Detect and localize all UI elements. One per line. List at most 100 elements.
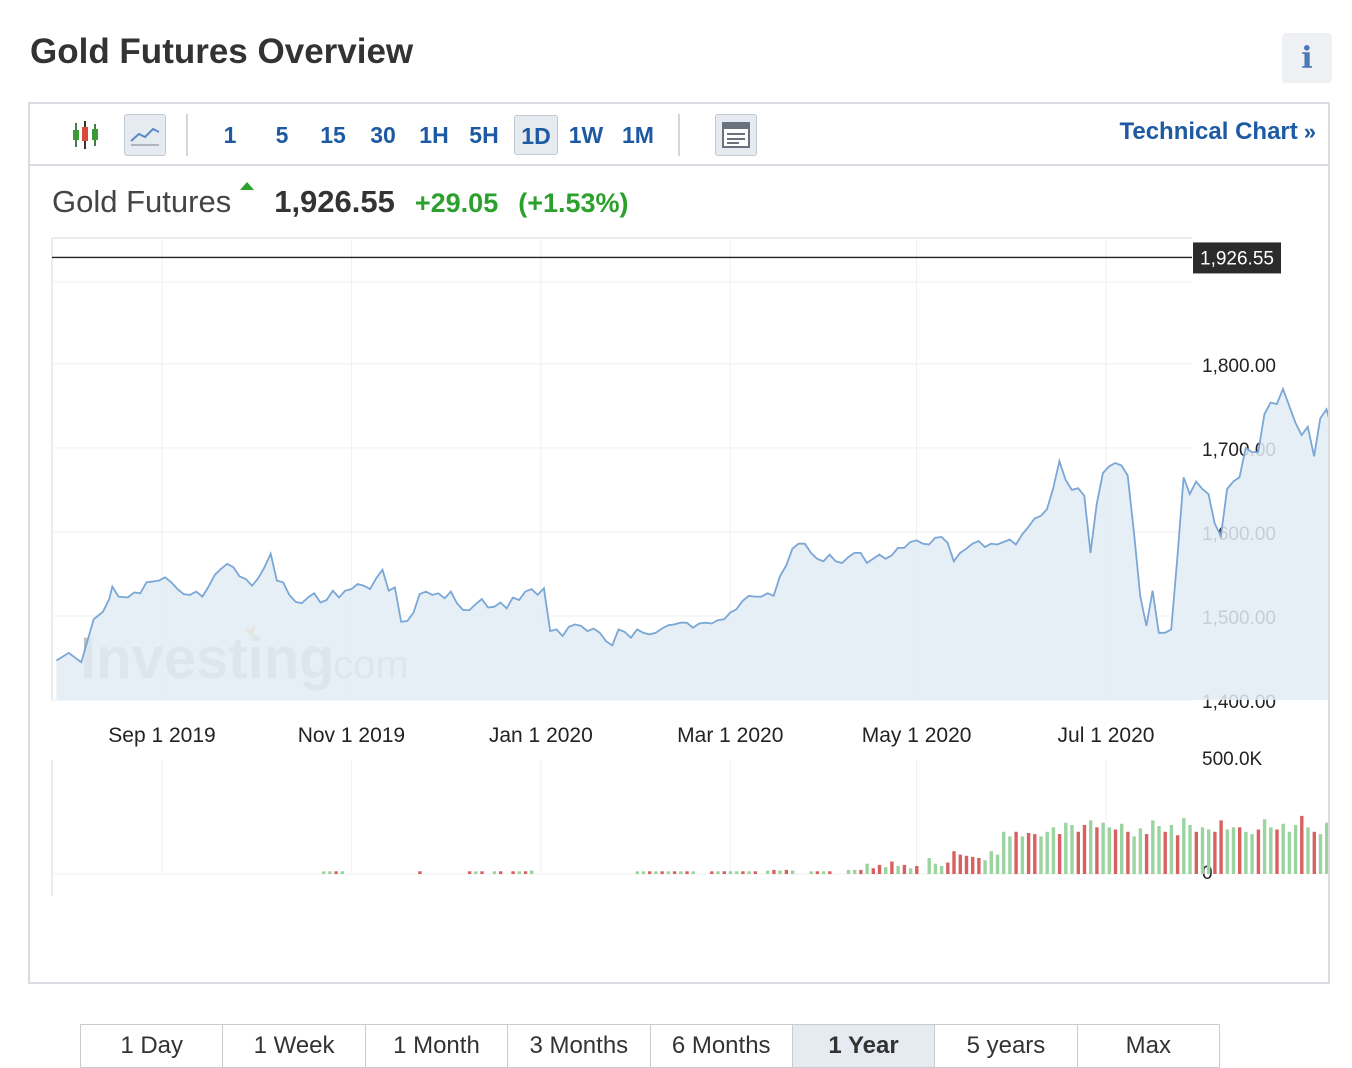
volume-bar bbox=[1281, 823, 1285, 874]
volume-bar bbox=[1262, 819, 1267, 874]
interval-1m[interactable]: 1M bbox=[622, 122, 654, 148]
volume-bar bbox=[1250, 834, 1254, 874]
volume-bar bbox=[722, 871, 726, 874]
volume-bar bbox=[915, 866, 919, 874]
interval-1h[interactable]: 1H bbox=[419, 122, 449, 148]
volume-bar bbox=[1169, 825, 1174, 874]
volume-bar bbox=[1120, 823, 1124, 874]
volume-bar bbox=[884, 867, 888, 874]
volume-bar bbox=[772, 869, 776, 874]
volume-bar bbox=[1008, 836, 1012, 874]
volume-bar bbox=[790, 870, 795, 874]
volume-bar bbox=[641, 871, 646, 874]
volume-bar bbox=[1045, 831, 1049, 874]
range-6-months[interactable]: 6 Months bbox=[651, 1025, 793, 1067]
volume-bar bbox=[747, 871, 751, 874]
interval-5[interactable]: 5 bbox=[275, 122, 289, 148]
x-tick-label: Jul 1 2020 bbox=[1058, 724, 1155, 747]
volume-bar bbox=[1026, 833, 1031, 874]
volume-bar bbox=[511, 871, 515, 874]
volume-bar bbox=[1244, 831, 1248, 874]
volume-bar bbox=[517, 871, 521, 874]
volume-bar bbox=[1014, 831, 1018, 874]
interval-15[interactable]: 15 bbox=[320, 122, 346, 148]
volume-bar bbox=[1020, 836, 1025, 874]
info-button[interactable]: i bbox=[1282, 33, 1332, 83]
interval-1w[interactable]: 1W bbox=[568, 122, 604, 148]
volume-bar bbox=[1213, 831, 1217, 874]
volume-bar bbox=[946, 862, 950, 874]
interval-1d[interactable]: 1D bbox=[514, 115, 558, 155]
line-chart-icon[interactable] bbox=[124, 114, 166, 156]
volume-bar bbox=[1256, 829, 1261, 874]
quote-header: Gold Futures 1,926.55 +29.05 (+1.53%) bbox=[52, 182, 629, 224]
range-5-years[interactable]: 5 years bbox=[935, 1025, 1078, 1067]
volume-bar bbox=[1051, 827, 1056, 874]
x-tick-label: Jan 1 2020 bbox=[489, 724, 593, 747]
volume-bar bbox=[1064, 822, 1068, 874]
chart-layout-icon[interactable] bbox=[715, 114, 757, 156]
volume-bar bbox=[939, 866, 944, 874]
volume-bar bbox=[828, 871, 832, 874]
volume-bar bbox=[784, 869, 789, 874]
volume-bar bbox=[1231, 827, 1236, 874]
volume-bar bbox=[859, 869, 863, 874]
volume-bar bbox=[685, 871, 689, 874]
volume-bar bbox=[1194, 831, 1198, 874]
volume-bar bbox=[1225, 829, 1229, 874]
x-tick-label: Nov 1 2019 bbox=[298, 724, 405, 747]
volume-bar bbox=[635, 871, 639, 874]
range-1-day[interactable]: 1 Day bbox=[81, 1025, 224, 1067]
volume-bar bbox=[523, 871, 528, 874]
volume-bar bbox=[648, 871, 652, 874]
volume-bar bbox=[971, 856, 975, 874]
last-price: 1,926.55 bbox=[274, 184, 395, 219]
volume-bar bbox=[666, 871, 671, 874]
range-1-month[interactable]: 1 Month bbox=[366, 1025, 509, 1067]
interval-1[interactable]: 1 bbox=[223, 122, 237, 148]
candlestick-icon[interactable] bbox=[66, 114, 108, 156]
volume-bar bbox=[672, 871, 677, 874]
volume-bar bbox=[654, 871, 658, 874]
range-1-year[interactable]: 1 Year bbox=[792, 1025, 936, 1067]
chart-toolbar: 1 5 15 30 1H 5H 1D 1W 1M Technical Chart… bbox=[30, 104, 1328, 166]
volume-bar bbox=[815, 871, 820, 874]
volume-bar bbox=[334, 871, 338, 874]
volume-bar bbox=[995, 854, 1000, 874]
volume-bar bbox=[1070, 825, 1074, 874]
price-change-percent: (+1.53%) bbox=[518, 188, 629, 218]
y-tick-label: 1,800.00 bbox=[1202, 356, 1276, 377]
volume-bar bbox=[1300, 815, 1304, 874]
interval-30[interactable]: 30 bbox=[370, 122, 396, 148]
volume-bar bbox=[1312, 831, 1316, 874]
volume-bar bbox=[927, 858, 931, 874]
range-3-months[interactable]: 3 Months bbox=[508, 1025, 651, 1067]
volume-bar bbox=[1287, 831, 1292, 874]
volume-bar bbox=[1175, 835, 1180, 874]
volume-bar bbox=[1200, 827, 1205, 874]
volume-bar bbox=[809, 871, 813, 874]
volume-bar bbox=[977, 858, 981, 874]
toolbar-divider bbox=[186, 114, 188, 156]
volume-bar bbox=[871, 868, 875, 874]
volume-bar bbox=[1306, 827, 1310, 874]
volume-bar bbox=[766, 870, 770, 874]
range-1-week[interactable]: 1 Week bbox=[223, 1025, 366, 1067]
chevron-right-icon: » bbox=[1303, 119, 1316, 144]
info-icon: i bbox=[1301, 40, 1313, 76]
volume-bar bbox=[983, 860, 987, 874]
interval-5h[interactable]: 5H bbox=[469, 122, 499, 148]
volume-bar bbox=[952, 851, 956, 874]
range-max[interactable]: Max bbox=[1125, 1032, 1171, 1059]
volume-bar bbox=[1163, 831, 1167, 874]
volume-bar bbox=[1318, 834, 1323, 874]
technical-chart-link[interactable]: Technical Chart» bbox=[1119, 118, 1316, 146]
price-chart[interactable]: 1,400.001,500.001,600.001,700.001,800.00… bbox=[30, 104, 1328, 982]
volume-bar bbox=[660, 871, 664, 874]
volume-bar bbox=[753, 871, 757, 874]
volume-bar bbox=[1325, 822, 1328, 874]
volume-bar bbox=[467, 871, 472, 874]
volume-bar bbox=[530, 870, 534, 874]
volume-bar bbox=[778, 870, 782, 874]
volume-bar bbox=[1039, 836, 1043, 874]
